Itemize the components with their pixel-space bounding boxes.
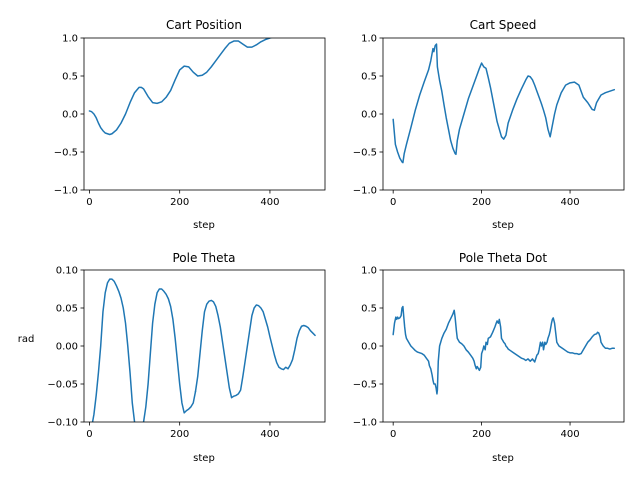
subplot-cart-speed: Cart Speed −1.0 −0.5 0.0 0.5 1.0 0 200 400 ste… [353, 18, 625, 231]
y-tick-label: 0.00 [56, 342, 78, 353]
series-line [88, 38, 273, 136]
x-axis-label: step [193, 453, 215, 464]
series-line-segment-1 [91, 278, 136, 422]
y-tick-label: 0.10 [56, 266, 78, 277]
x-tick-label: 400 [561, 197, 580, 208]
y-tick-label: −0.5 [54, 148, 78, 159]
y-tick-label: −0.5 [353, 380, 377, 391]
subplot-title: Pole Theta [172, 251, 235, 265]
x-axis-ticks: 0 200 400 [86, 422, 279, 440]
x-tick-label: 400 [561, 429, 580, 440]
x-axis-ticks: 0 200 400 [86, 190, 279, 208]
x-axis-ticks: 0 200 400 [390, 190, 580, 208]
y-tick-label: 0.0 [361, 342, 377, 353]
x-tick-label: 0 [86, 197, 92, 208]
y-axis-ticks: −0.10 −0.05 0.00 0.05 0.10 [47, 266, 84, 429]
y-tick-label: 1.0 [361, 266, 377, 277]
y-tick-label: 0.05 [56, 304, 78, 315]
x-tick-label: 200 [472, 429, 491, 440]
y-axis-ticks: −1.0 −0.5 0.0 0.5 1.0 [353, 34, 383, 197]
series-line-segment-3 [194, 299, 316, 399]
x-axis-label: step [492, 453, 514, 464]
y-axis-ticks: −1.0 −0.5 0.0 0.5 1.0 [353, 266, 383, 429]
subplot-pole-theta: Pole Theta −0.10 −0.05 0.00 0.05 0.10 0 200 40… [18, 251, 326, 464]
y-tick-label: 0.5 [361, 72, 377, 83]
x-tick-label: 400 [260, 429, 279, 440]
x-tick-label: 200 [170, 197, 189, 208]
y-tick-label: 0.0 [361, 110, 377, 121]
subplot-pole-theta-dot: Pole Theta Dot −1.0 −0.5 0.0 0.5 1.0 0 200 400… [353, 251, 625, 464]
subplot-title: Cart Speed [470, 18, 537, 32]
series-line-segment-2 [142, 288, 197, 422]
x-axis-label: step [193, 220, 215, 231]
x-tick-label: 200 [170, 429, 189, 440]
series-line [392, 305, 616, 395]
x-tick-label: 0 [390, 197, 396, 208]
y-tick-label: −0.5 [353, 148, 377, 159]
y-tick-label: −0.10 [47, 418, 78, 429]
x-tick-label: 200 [472, 197, 491, 208]
y-axis-ticks: −1.0 −0.5 0.0 0.5 1.0 [54, 34, 84, 197]
series-line [392, 43, 616, 164]
x-tick-label: 0 [86, 429, 92, 440]
x-axis-label: step [492, 220, 514, 231]
y-tick-label: 1.0 [361, 34, 377, 45]
y-tick-label: −0.05 [47, 380, 78, 391]
y-tick-label: 1.0 [62, 34, 78, 45]
y-tick-label: −1.0 [54, 186, 78, 197]
subplot-title: Cart Position [166, 18, 242, 32]
y-tick-label: 0.5 [361, 304, 377, 315]
y-tick-label: −1.0 [353, 186, 377, 197]
y-axis-label: rad [18, 334, 35, 345]
y-tick-label: 0.0 [62, 110, 78, 121]
y-tick-label: 0.5 [62, 72, 78, 83]
x-tick-label: 400 [260, 197, 279, 208]
x-axis-ticks: 0 200 400 [390, 422, 580, 440]
subplot-title: Pole Theta Dot [459, 251, 547, 265]
x-tick-label: 0 [390, 429, 396, 440]
y-tick-label: −1.0 [353, 418, 377, 429]
subplot-cart-position: Cart Position −1.0−0.50.00.51.0 0 200 400 … [54, 18, 326, 231]
